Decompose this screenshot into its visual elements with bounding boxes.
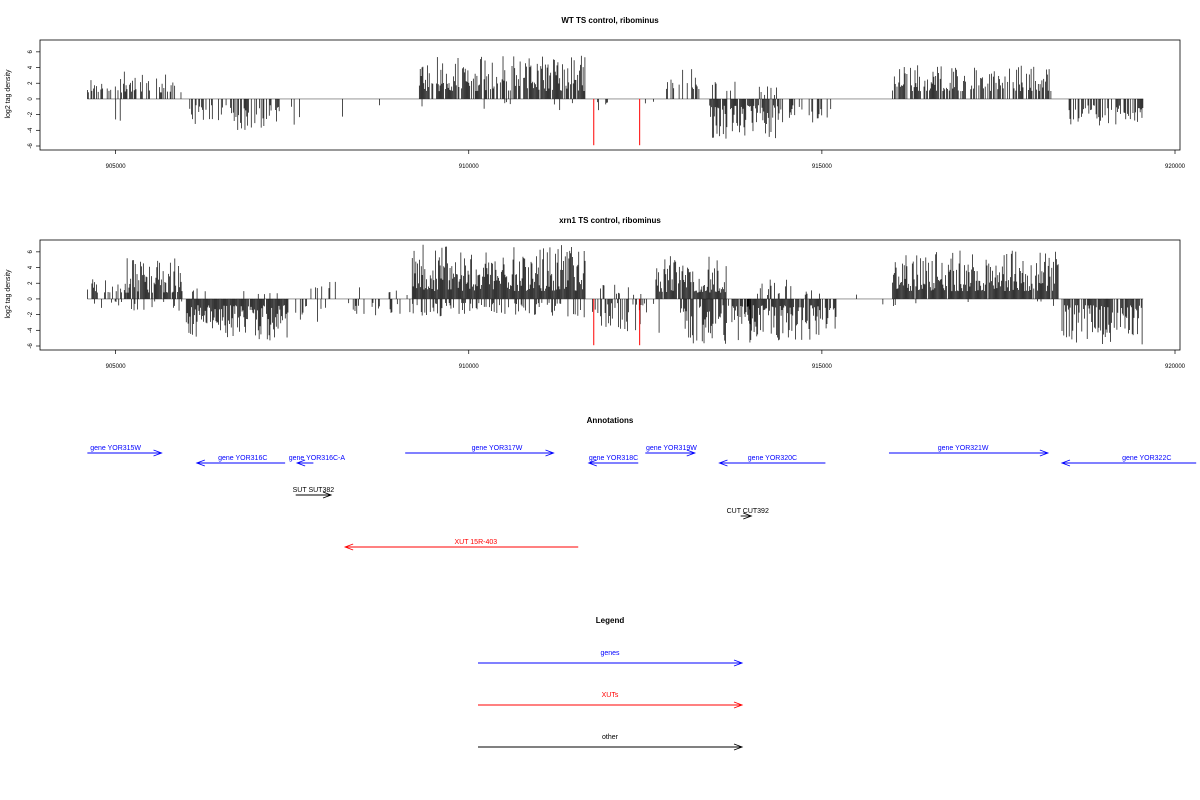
wt-y-tick-label: -6 xyxy=(28,143,34,149)
legend-entry: genes xyxy=(478,650,744,667)
xrn1-y-tick-label: 2 xyxy=(28,281,34,285)
wt-y-tick-label: -2 xyxy=(28,111,34,117)
annotation-arrowhead xyxy=(322,491,333,499)
legend-arrowhead xyxy=(733,659,744,667)
wt-plot-frame xyxy=(39,39,1181,151)
annotation-features: gene YOR315W gene YOR316C gene YOR316C-A ge… xyxy=(87,445,1197,551)
annotation-arrowhead xyxy=(743,512,753,520)
legend-entry: XUTs xyxy=(478,692,744,709)
xrn1-axis-ticks: -6 -4 -2 0 2 4 6 905000 910000 915000 920000 xyxy=(28,250,1186,370)
annotation-arrowhead xyxy=(718,459,728,467)
wt-y-tick-label: 2 xyxy=(28,81,34,85)
annotation-label: gene YOR318C xyxy=(589,455,638,462)
annotation-label: gene YOR315W xyxy=(90,445,141,452)
xrn1-y-tick-label: -6 xyxy=(28,343,34,349)
wt-density-panel: WT TS control, ribominus log2 tag densit… xyxy=(5,16,1186,170)
xrn1-x-tick-label: 905000 xyxy=(106,364,127,370)
annotation-arrowhead xyxy=(1039,449,1050,457)
annotation-feature: gene YOR321W xyxy=(888,445,1050,457)
annotation-arrowhead xyxy=(587,459,597,467)
annotation-label: gene YOR317W xyxy=(472,445,523,452)
annotation-feature: gene YOR318C xyxy=(587,455,639,467)
annotation-feature: gene YOR320C xyxy=(718,455,826,467)
annotation-feature: gene YOR319W xyxy=(645,445,697,457)
annotation-arrowhead xyxy=(343,543,354,551)
annotation-feature: XUT 15R-403 xyxy=(343,539,579,551)
xrn1-plot-frame xyxy=(39,239,1181,351)
xrn1-y-tick-label: -4 xyxy=(28,327,34,333)
annotation-feature: gene YOR315W xyxy=(87,445,163,457)
wt-x-tick-label: 905000 xyxy=(106,164,127,170)
xrn1-x-tick-label: 920000 xyxy=(1165,364,1186,370)
annotation-arrowhead xyxy=(153,449,163,457)
annotations-title: Annotations xyxy=(587,416,634,425)
annotation-feature: SUT SUT382 xyxy=(293,487,335,499)
annotation-label: gene YOR316C-A xyxy=(289,455,346,462)
legend-label: other xyxy=(602,734,619,741)
legend-label: XUTs xyxy=(602,692,619,699)
xrn1-density-bars xyxy=(87,244,1144,346)
wt-y-tick-label: 0 xyxy=(28,97,34,101)
annotation-label: SUT SUT382 xyxy=(293,487,335,494)
wt-x-tick-label: 910000 xyxy=(459,164,480,170)
xrn1-y-tick-label: 6 xyxy=(28,250,34,254)
legend-arrowhead xyxy=(733,701,744,709)
annotation-arrowhead xyxy=(295,459,306,467)
wt-panel-title: WT TS control, ribominus xyxy=(561,16,659,25)
xrn1-y-tick-label: 4 xyxy=(28,265,34,269)
annotation-arrowhead xyxy=(545,449,555,457)
annotation-feature: gene YOR316C xyxy=(195,455,286,467)
wt-y-tick-label: 6 xyxy=(28,50,34,54)
annotation-arrowhead xyxy=(686,449,697,457)
xrn1-density-panel: xrn1 TS control, ribominus log2 tag dens… xyxy=(5,216,1186,370)
annotation-label: CUT CUT392 xyxy=(727,508,769,515)
xrn1-y-tick-label: 0 xyxy=(28,297,34,301)
annotation-feature: gene YOR322C xyxy=(1060,455,1197,467)
annotation-label: gene YOR322C xyxy=(1122,455,1171,462)
xrn1-x-tick-label: 910000 xyxy=(459,364,480,370)
legend-label: genes xyxy=(600,650,620,657)
legend: Legend genes XUTs other xyxy=(478,616,744,751)
annotation-arrowhead xyxy=(1060,459,1071,467)
wt-x-tick-label: 920000 xyxy=(1165,164,1186,170)
annotation-feature: CUT CUT392 xyxy=(727,508,769,520)
annotation-label: gene YOR319W xyxy=(646,445,697,452)
legend-arrowhead xyxy=(733,743,744,751)
legend-entry: other xyxy=(478,734,744,751)
wt-y-tick-label: -4 xyxy=(28,127,34,133)
wt-x-tick-label: 915000 xyxy=(812,164,833,170)
annotation-arrowhead xyxy=(195,459,206,467)
xrn1-y-axis-label: log2 tag density xyxy=(5,269,12,319)
annotation-feature: gene YOR316C-A xyxy=(289,455,346,467)
xrn1-panel-title: xrn1 TS control, ribominus xyxy=(559,216,661,225)
wt-axis-ticks: -6 -4 -2 0 2 4 6 905000 910000 915000 920000 xyxy=(28,50,1186,170)
annotation-label: gene YOR320C xyxy=(748,455,797,462)
wt-y-axis-label: log2 tag density xyxy=(5,69,12,119)
xrn1-x-tick-label: 915000 xyxy=(812,364,833,370)
annotation-label: XUT 15R-403 xyxy=(454,539,497,546)
legend-entries: genes XUTs other xyxy=(478,650,744,751)
annotation-label: gene YOR316C xyxy=(218,455,267,462)
xrn1-y-tick-label: -2 xyxy=(28,311,34,317)
legend-title: Legend xyxy=(596,616,625,625)
wt-density-bars xyxy=(87,55,1144,146)
annotation-label: gene YOR321W xyxy=(938,445,989,452)
wt-y-tick-label: 4 xyxy=(28,65,34,69)
annotation-feature: gene YOR317W xyxy=(405,445,555,457)
